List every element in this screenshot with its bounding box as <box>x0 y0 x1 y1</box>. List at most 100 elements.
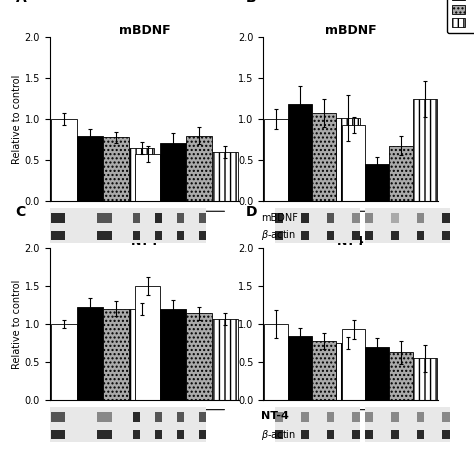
Bar <box>365 430 373 439</box>
Bar <box>128 148 155 201</box>
Bar <box>98 430 111 439</box>
Bar <box>417 412 424 422</box>
Legend: water/none, water/EE, CORT/none, CORT/EE: water/none, water/EE, CORT/none, CORT/EE <box>447 0 474 33</box>
Bar <box>155 412 162 422</box>
Bar <box>155 213 162 223</box>
Bar <box>275 430 283 439</box>
Bar <box>191 231 205 240</box>
Bar <box>365 213 373 223</box>
Bar <box>51 412 64 422</box>
Bar <box>442 412 450 422</box>
Bar <box>191 213 205 223</box>
Title: NT4: NT4 <box>131 235 158 248</box>
Bar <box>413 358 437 400</box>
Bar <box>212 152 238 201</box>
Bar <box>417 213 424 223</box>
Bar <box>133 430 140 439</box>
Bar <box>51 119 77 201</box>
Bar <box>365 231 373 240</box>
Bar <box>391 412 399 422</box>
Bar <box>275 412 283 422</box>
Bar <box>98 412 111 422</box>
Bar <box>301 430 309 439</box>
Text: NT-4: NT-4 <box>261 411 289 421</box>
Bar <box>177 231 184 240</box>
Bar <box>442 213 450 223</box>
Bar <box>177 213 184 223</box>
Bar <box>77 136 103 201</box>
Bar <box>391 430 399 439</box>
Bar <box>51 430 64 439</box>
Text: D: D <box>246 205 257 219</box>
Bar <box>98 213 111 223</box>
Bar <box>327 430 334 439</box>
Bar <box>389 352 413 400</box>
Bar <box>352 231 360 240</box>
Bar <box>212 319 238 400</box>
Text: B: B <box>246 0 256 5</box>
Bar <box>51 324 77 400</box>
Bar <box>191 412 205 422</box>
Bar <box>275 231 283 240</box>
Bar <box>417 430 424 439</box>
Bar <box>51 213 64 223</box>
Bar <box>389 145 413 201</box>
Bar <box>135 154 161 201</box>
Bar <box>365 412 373 422</box>
Bar <box>98 231 111 240</box>
Bar <box>288 336 312 400</box>
Bar <box>51 231 64 240</box>
Bar <box>275 213 283 223</box>
Bar <box>103 138 128 201</box>
Title: NT4: NT4 <box>337 235 365 248</box>
Bar <box>199 412 206 422</box>
Bar <box>352 412 360 422</box>
Bar <box>336 343 360 400</box>
Bar <box>352 430 360 439</box>
Bar <box>301 213 309 223</box>
Text: $\beta$-actin: $\beta$-actin <box>261 228 296 243</box>
Bar <box>342 125 365 201</box>
Bar <box>186 313 212 400</box>
Bar <box>342 330 365 400</box>
Bar <box>133 213 140 223</box>
Bar <box>161 143 186 201</box>
Bar <box>177 430 184 439</box>
Text: A: A <box>16 0 27 5</box>
Bar <box>288 105 312 201</box>
Bar <box>145 231 158 240</box>
Bar <box>161 309 186 400</box>
Title: mBDNF: mBDNF <box>119 24 170 37</box>
Bar <box>365 163 389 201</box>
Bar <box>145 412 158 422</box>
Bar <box>312 341 336 400</box>
Bar <box>365 347 389 400</box>
Bar <box>145 213 158 223</box>
Bar <box>327 231 334 240</box>
Bar <box>177 412 184 422</box>
Text: mBDNF: mBDNF <box>261 213 298 223</box>
Bar <box>199 430 206 439</box>
Bar <box>327 412 334 422</box>
Text: C: C <box>16 205 26 219</box>
Text: Female DHP: Female DHP <box>282 0 367 1</box>
Bar <box>413 99 437 201</box>
Bar <box>442 231 450 240</box>
Bar <box>103 309 128 400</box>
Bar <box>301 412 309 422</box>
Bar <box>352 213 360 223</box>
Bar <box>336 118 360 201</box>
Y-axis label: Relative to control: Relative to control <box>12 279 22 369</box>
Bar <box>199 213 206 223</box>
Bar <box>133 412 140 422</box>
Bar <box>191 430 205 439</box>
Bar <box>145 430 158 439</box>
Bar <box>442 430 450 439</box>
Bar <box>135 286 161 400</box>
Title: mBDNF: mBDNF <box>325 24 376 37</box>
Bar <box>77 307 103 400</box>
Bar <box>155 231 162 240</box>
Bar <box>391 213 399 223</box>
Y-axis label: Relative to control: Relative to control <box>12 75 22 164</box>
Text: $\beta$-actin: $\beta$-actin <box>261 427 296 442</box>
